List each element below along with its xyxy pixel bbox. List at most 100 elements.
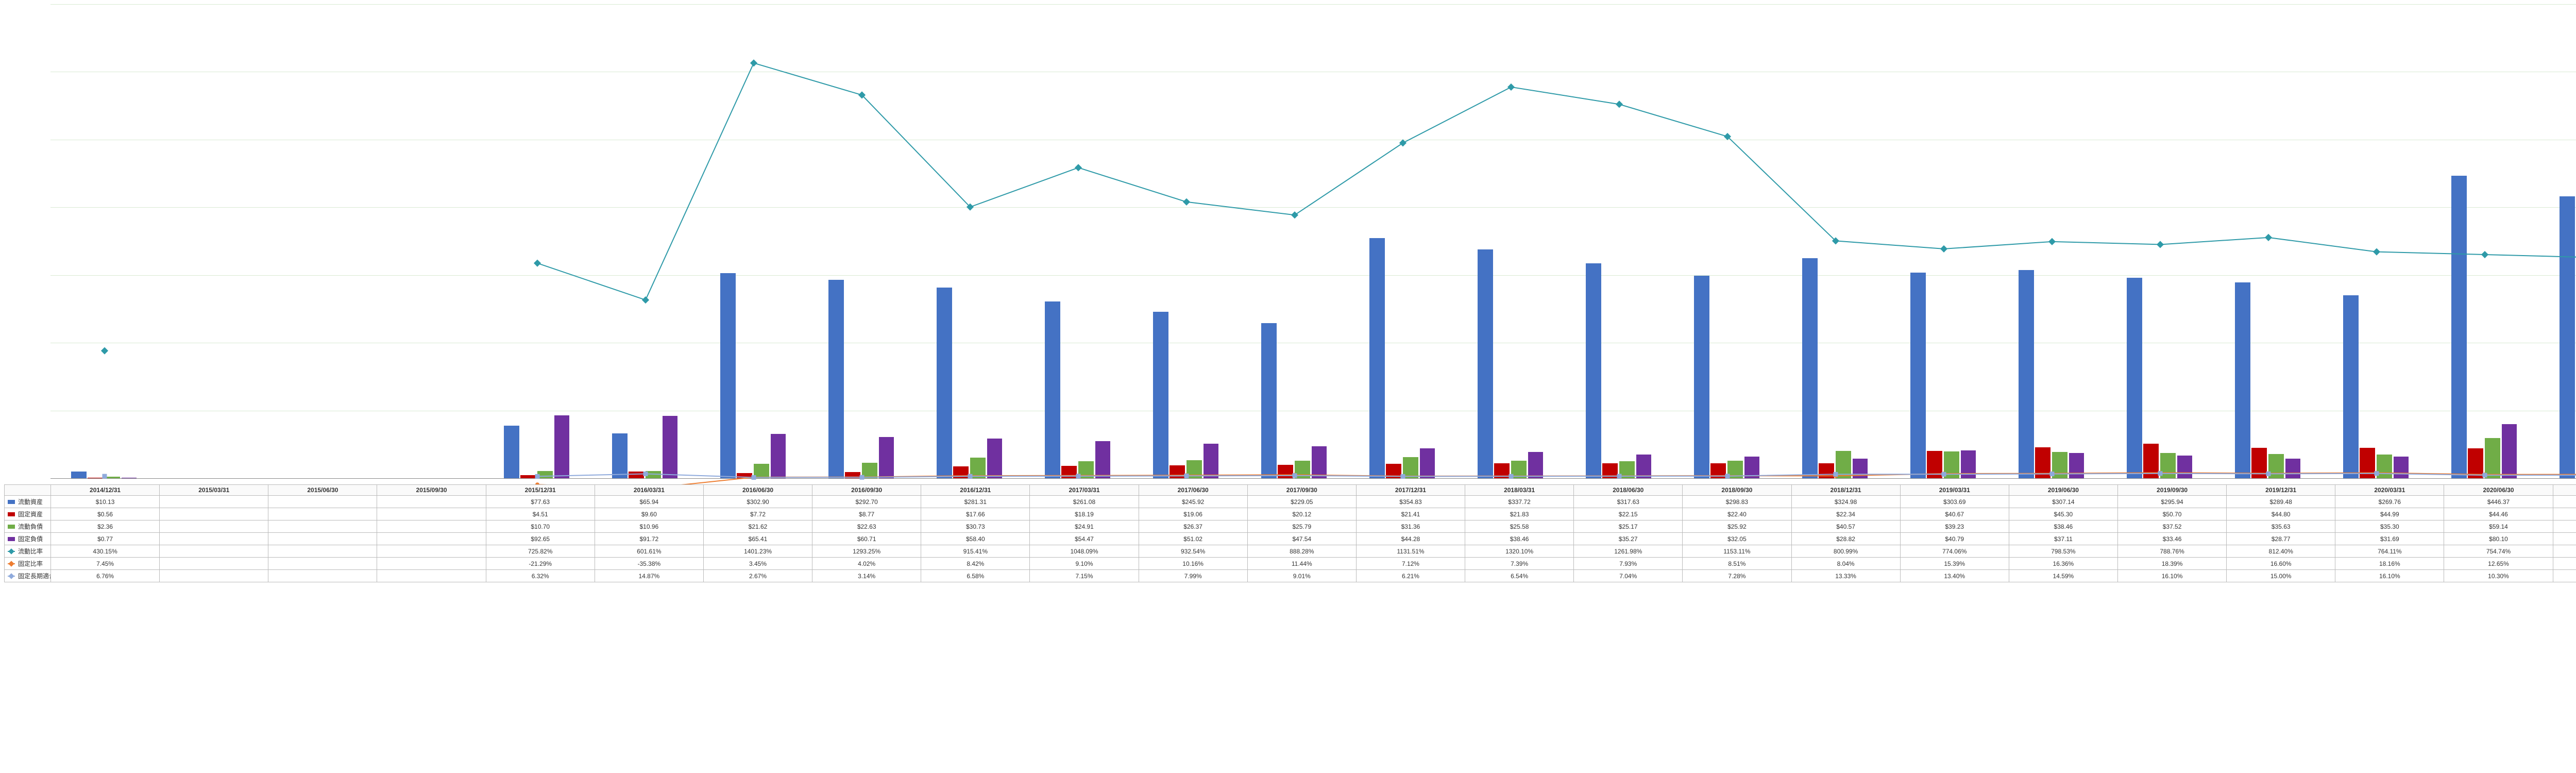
marker-fixed_long_ratio [2375, 471, 2379, 476]
marker-fixed_long_ratio [1401, 474, 1405, 479]
cell: $44.80 [2227, 508, 2335, 520]
marker-current_ratio [2481, 251, 2488, 258]
col-header: 2016/09/30 [812, 485, 921, 496]
cell: 7.15% [1030, 570, 1139, 582]
cell: $446.37 [2444, 496, 2553, 508]
cell: 6.54% [1465, 570, 1574, 582]
cell: 812.40% [2227, 545, 2335, 558]
marker-fixed_long_ratio [1725, 474, 1730, 478]
cell: $44.46 [2444, 508, 2553, 520]
cell: $25.58 [1465, 520, 1574, 533]
marker-fixed_long_ratio [2158, 471, 2163, 476]
col-header: 2019/09/30 [2117, 485, 2226, 496]
cell: $55.87 [2553, 520, 2576, 533]
cell: 6.21% [1356, 570, 1465, 582]
cell [160, 520, 268, 533]
cell: $0.56 [51, 508, 160, 520]
cell: 14.87% [595, 570, 703, 582]
cell [160, 545, 268, 558]
table-row: 流動資産$10.13$77.63$65.94$302.90$292.70$281… [5, 496, 2576, 508]
col-header: 2015/03/31 [160, 485, 268, 496]
cell: 7.93% [1574, 558, 1683, 570]
marker-current_ratio [2265, 234, 2272, 241]
cell: $261.08 [1030, 496, 1139, 508]
cell: $21.83 [1465, 508, 1574, 520]
cell: $80.10 [2444, 533, 2553, 545]
cell: $10.70 [486, 520, 595, 533]
table-row: 固定比率7.45%-21.29%-35.38%3.45%4.02%8.42%9.… [5, 558, 2576, 570]
col-header: 2020/03/31 [2335, 485, 2444, 496]
cell: $8.77 [812, 508, 921, 520]
cell: $25.92 [1683, 520, 1791, 533]
cell: $28.82 [1791, 533, 1900, 545]
cell [160, 558, 268, 570]
cell [160, 496, 268, 508]
marker-current_ratio [1399, 139, 1406, 146]
cell [377, 496, 486, 508]
cell: $40.79 [1900, 533, 2009, 545]
cell: $47.54 [1247, 533, 1356, 545]
marker-current_ratio [1940, 245, 1947, 253]
cell: $317.63 [1574, 496, 1683, 508]
cell: $45.30 [2009, 508, 2117, 520]
row-header-current_liab: 流動負債 [5, 520, 51, 533]
cell [160, 533, 268, 545]
marker-fixed_long_ratio [1617, 474, 1622, 478]
cell: 888.28% [1247, 545, 1356, 558]
cell: $303.69 [1900, 496, 2009, 508]
cell: $31.36 [1356, 520, 1465, 533]
cell: $245.92 [1139, 496, 1247, 508]
cell: 12.83% [2553, 558, 2576, 570]
cell: $39.23 [1900, 520, 2009, 533]
marker-fixed_long_ratio [1942, 472, 1946, 477]
cell: 1048.09% [1030, 545, 1139, 558]
chart-plot-area: $0$100$200$300$400$500$600$700 0%200%400… [50, 4, 2576, 478]
table-row: 固定負債$0.77$92.65$91.72$65.41$60.71$58.40$… [5, 533, 2576, 545]
cell: 754.74% [2444, 545, 2553, 558]
cell: $28.77 [2227, 533, 2335, 545]
col-header: 2017/03/31 [1030, 485, 1139, 496]
axis-primary-y [27, 4, 48, 478]
cell: 745.10% [2553, 545, 2576, 558]
markers-layer [50, 4, 2576, 478]
cell: 774.06% [1900, 545, 2009, 558]
col-header: 2015/09/30 [377, 485, 486, 496]
cell: $42.31 [2553, 508, 2576, 520]
marker-fixed_long_ratio [1834, 472, 1838, 477]
marker-current_ratio [858, 91, 866, 98]
cell: $10.13 [51, 496, 160, 508]
cell: 1153.11% [1683, 545, 1791, 558]
cell: 1293.25% [812, 545, 921, 558]
cell [377, 508, 486, 520]
cell: $50.70 [2117, 508, 2226, 520]
cell: 9.01% [1247, 570, 1356, 582]
cell: 8.04% [1791, 558, 1900, 570]
cell: 7.12% [1356, 558, 1465, 570]
chart-with-table: $0$100$200$300$400$500$600$700 0%200%400… [0, 0, 2576, 773]
cell: 7.28% [1683, 570, 1791, 582]
cell: $2.36 [51, 520, 160, 533]
cell: 430.15% [51, 545, 160, 558]
cell: 16.36% [2009, 558, 2117, 570]
table-header-row: 2014/12/312015/03/312015/06/302015/09/30… [5, 485, 2576, 496]
cell: 15.39% [1900, 558, 2009, 570]
cell: 915.41% [921, 545, 1030, 558]
cell: 6.58% [921, 570, 1030, 582]
cell: 1261.98% [1574, 545, 1683, 558]
marker-fixed_long_ratio [2483, 473, 2487, 478]
row-header-current_assets: 流動資産 [5, 496, 51, 508]
cell: $31.69 [2335, 533, 2444, 545]
marker-current_ratio [1616, 100, 1623, 108]
cell: 7.39% [1465, 558, 1574, 570]
cell: $18.19 [1030, 508, 1139, 520]
cell: $35.63 [2227, 520, 2335, 533]
cell: 15.00% [2227, 570, 2335, 582]
cell: $22.63 [812, 520, 921, 533]
cell: $7.72 [703, 508, 812, 520]
cell: 3.45% [703, 558, 812, 570]
cell: $324.98 [1791, 496, 1900, 508]
cell: 798.53% [2009, 545, 2117, 558]
cell: 4.02% [812, 558, 921, 570]
col-header: 2018/09/30 [1683, 485, 1791, 496]
col-header: 2019/06/30 [2009, 485, 2117, 496]
